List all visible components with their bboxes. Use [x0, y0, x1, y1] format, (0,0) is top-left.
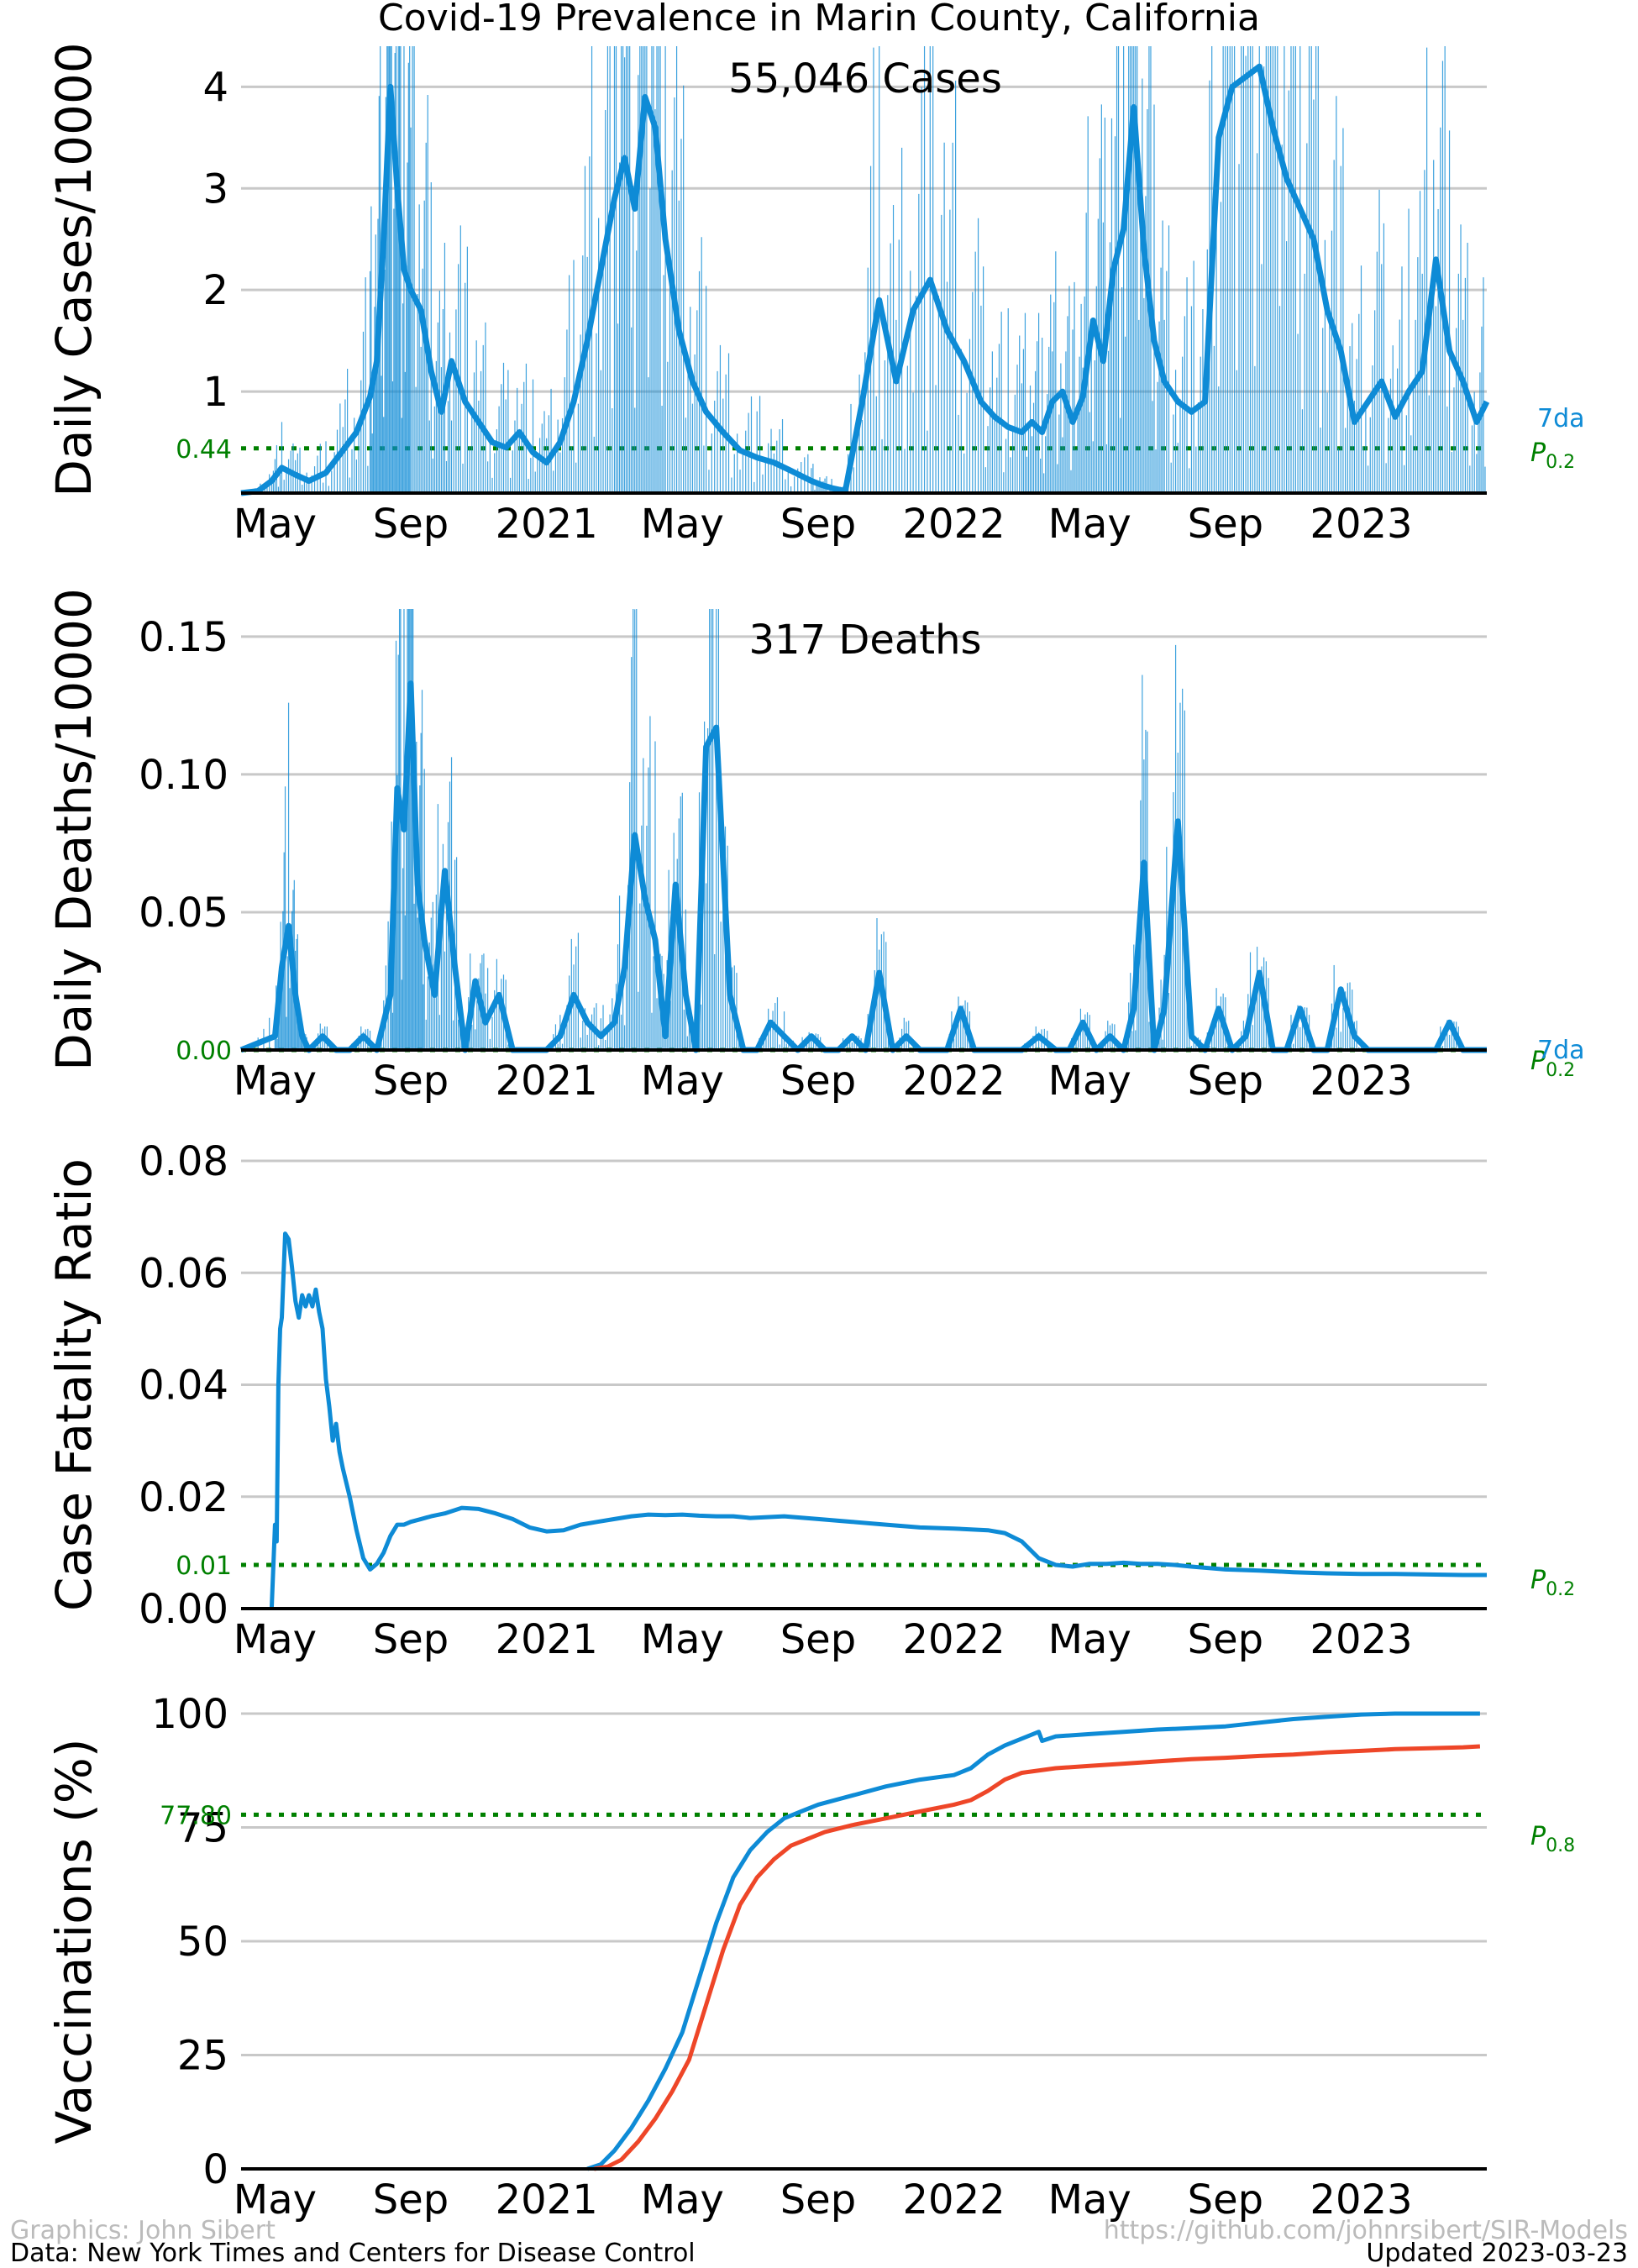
cfr-panel: 0.00 0.02 0.04 0.06 0.08 0.01 P0.2 May Sep 2021 Ma…	[45, 1138, 1575, 1663]
vaccinations-series-line	[586, 1711, 1480, 2171]
cfr-ytick-label: 0.02	[139, 1474, 228, 1521]
cfr-ylabel: Case Fatality Ratio	[45, 1158, 102, 1611]
cases-xtick-label: 2022	[903, 501, 1005, 548]
deaths-xtick-label: 2023	[1310, 1058, 1412, 1105]
deaths-xtick-label: Sep	[1188, 1058, 1263, 1105]
figure-title: Covid-19 Prevalence in Marin County, Cal…	[378, 0, 1260, 39]
cfr-reference-subscript: 0.2	[1546, 1579, 1575, 1600]
deaths-reference-value: 0.00	[176, 1037, 232, 1066]
cases-reference-subscript: 0.2	[1546, 452, 1575, 473]
cfr-xtick-label: 2022	[903, 1616, 1005, 1663]
deaths-series-line	[239, 680, 1487, 1053]
vaccinations-ytick-label: 50	[177, 1919, 228, 1966]
vaccinations-ytick-label: 25	[177, 2033, 228, 2080]
deaths-xtick-label: Sep	[780, 1058, 856, 1105]
updated-date: Updated 2023-03-23	[1366, 2239, 1628, 2268]
cases-xtick-label: May	[1048, 501, 1131, 548]
deaths-ytick-label: 0.05	[139, 890, 228, 937]
cases-ylabel: Daily Cases/10000	[45, 42, 102, 496]
cases-annotation: 55,046 Cases	[728, 55, 1002, 102]
deaths-ylabel: Daily Deaths/10000	[45, 588, 102, 1071]
deaths-reference-subscript: 0.2	[1546, 1060, 1575, 1081]
cases-ytick-label: 3	[202, 165, 228, 213]
cases-ytick-label: 1	[202, 369, 228, 416]
vaccinations-xtick-label: May	[641, 2176, 724, 2223]
cfr-ytick-label: 0.04	[139, 1362, 228, 1410]
cases-reference-value: 0.44	[176, 435, 232, 465]
graphics-credit: Graphics: John Sibert	[10, 2216, 276, 2245]
cfr-ytick-label: 0.08	[139, 1138, 228, 1185]
vaccinations-series-line	[593, 1744, 1481, 2171]
vaccinations-xtick-label: Sep	[780, 2176, 856, 2223]
cfr-xtick-label: May	[641, 1616, 724, 1663]
panels: 1 2 3 4 0.44 P0.2 7da May Sep 2021 May Sep 2022 May Se…	[45, 42, 1585, 2223]
cfr-xtick-label: 2023	[1310, 1616, 1412, 1663]
cfr-xtick-label: Sep	[780, 1616, 856, 1663]
deaths-series-label: 7da	[1537, 1036, 1585, 1065]
deaths-annotation: 317 Deaths	[748, 617, 981, 664]
cfr-reference-value: 0.01	[176, 1551, 232, 1581]
cases-xtick-label: 2021	[496, 501, 598, 548]
vaccinations-ytick-label: 100	[151, 1691, 228, 1738]
vaccinations-ytick-label: 75	[177, 1805, 228, 1852]
vaccinations-xtick-label: May	[1048, 2176, 1131, 2223]
deaths-xtick-label: May	[234, 1058, 317, 1105]
deaths-xtick-label: May	[1048, 1058, 1131, 1105]
cases-xtick-label: May	[641, 501, 724, 548]
vaccinations-xtick-label: 2023	[1310, 2176, 1412, 2223]
cfr-series-line	[269, 1231, 1487, 1609]
cases-xtick-label: Sep	[1188, 501, 1263, 548]
vaccinations-xtick-label: Sep	[373, 2176, 449, 2223]
deaths-xtick-label: 2021	[496, 1058, 598, 1105]
cases-ytick-label: 4	[202, 64, 228, 111]
cfr-reference-label: P0.2	[1530, 1566, 1575, 1600]
cfr-xtick-label: Sep	[373, 1616, 449, 1663]
vaccinations-xtick-label: Sep	[1188, 2176, 1263, 2223]
vaccinations-ylabel: Vaccinations (%)	[45, 1738, 102, 2144]
cases-panel: 1 2 3 4 0.44 P0.2 7da May Sep 2021 May Sep 2022 May Se…	[45, 42, 1585, 548]
deaths-ytick-label: 0.15	[139, 614, 228, 661]
cases-reference-label: P0.2	[1530, 438, 1575, 473]
cfr-xtick-label: 2021	[496, 1616, 598, 1663]
cases-ytick-label: 2	[202, 267, 228, 314]
vaccinations-reference-label: P0.8	[1530, 1822, 1575, 1856]
cases-xtick-label: May	[234, 501, 317, 548]
cfr-ytick-label: 0.06	[139, 1250, 228, 1297]
cfr-xtick-label: Sep	[1188, 1616, 1263, 1663]
deaths-xtick-label: Sep	[373, 1058, 449, 1105]
cases-xtick-label: Sep	[373, 501, 449, 548]
vaccinations-reference-subscript: 0.8	[1546, 1835, 1575, 1856]
deaths-xtick-label: May	[641, 1058, 724, 1105]
cfr-xtick-label: May	[1048, 1616, 1131, 1663]
cases-series-line	[240, 63, 1490, 496]
vaccinations-xtick-label: 2022	[903, 2176, 1005, 2223]
vaccinations-ytick-label: 0	[202, 2146, 228, 2193]
deaths-ytick-label: 0.10	[139, 752, 228, 799]
vaccinations-xtick-label: 2021	[496, 2176, 598, 2223]
repo-url[interactable]: https://github.com/johnrsibert/SIR-Model…	[1104, 2216, 1628, 2245]
cases-xtick-label: Sep	[780, 501, 856, 548]
cases-series-label: 7da	[1537, 404, 1585, 433]
deaths-xtick-label: 2022	[903, 1058, 1005, 1105]
cases-xtick-label: 2023	[1310, 501, 1412, 548]
data-source: Data: New York Times and Centers for Dis…	[10, 2239, 696, 2268]
vaccinations-reference-value: 77.80	[160, 1801, 232, 1830]
cfr-xtick-label: May	[234, 1616, 317, 1663]
vaccinations-panel: 0 25 50 75 100 77.80 P0.8 May Sep 2021 May Sep 2022 M…	[45, 1691, 1575, 2223]
vaccinations-xtick-label: May	[234, 2176, 317, 2223]
cfr-ytick-label: 0.00	[139, 1586, 228, 1633]
